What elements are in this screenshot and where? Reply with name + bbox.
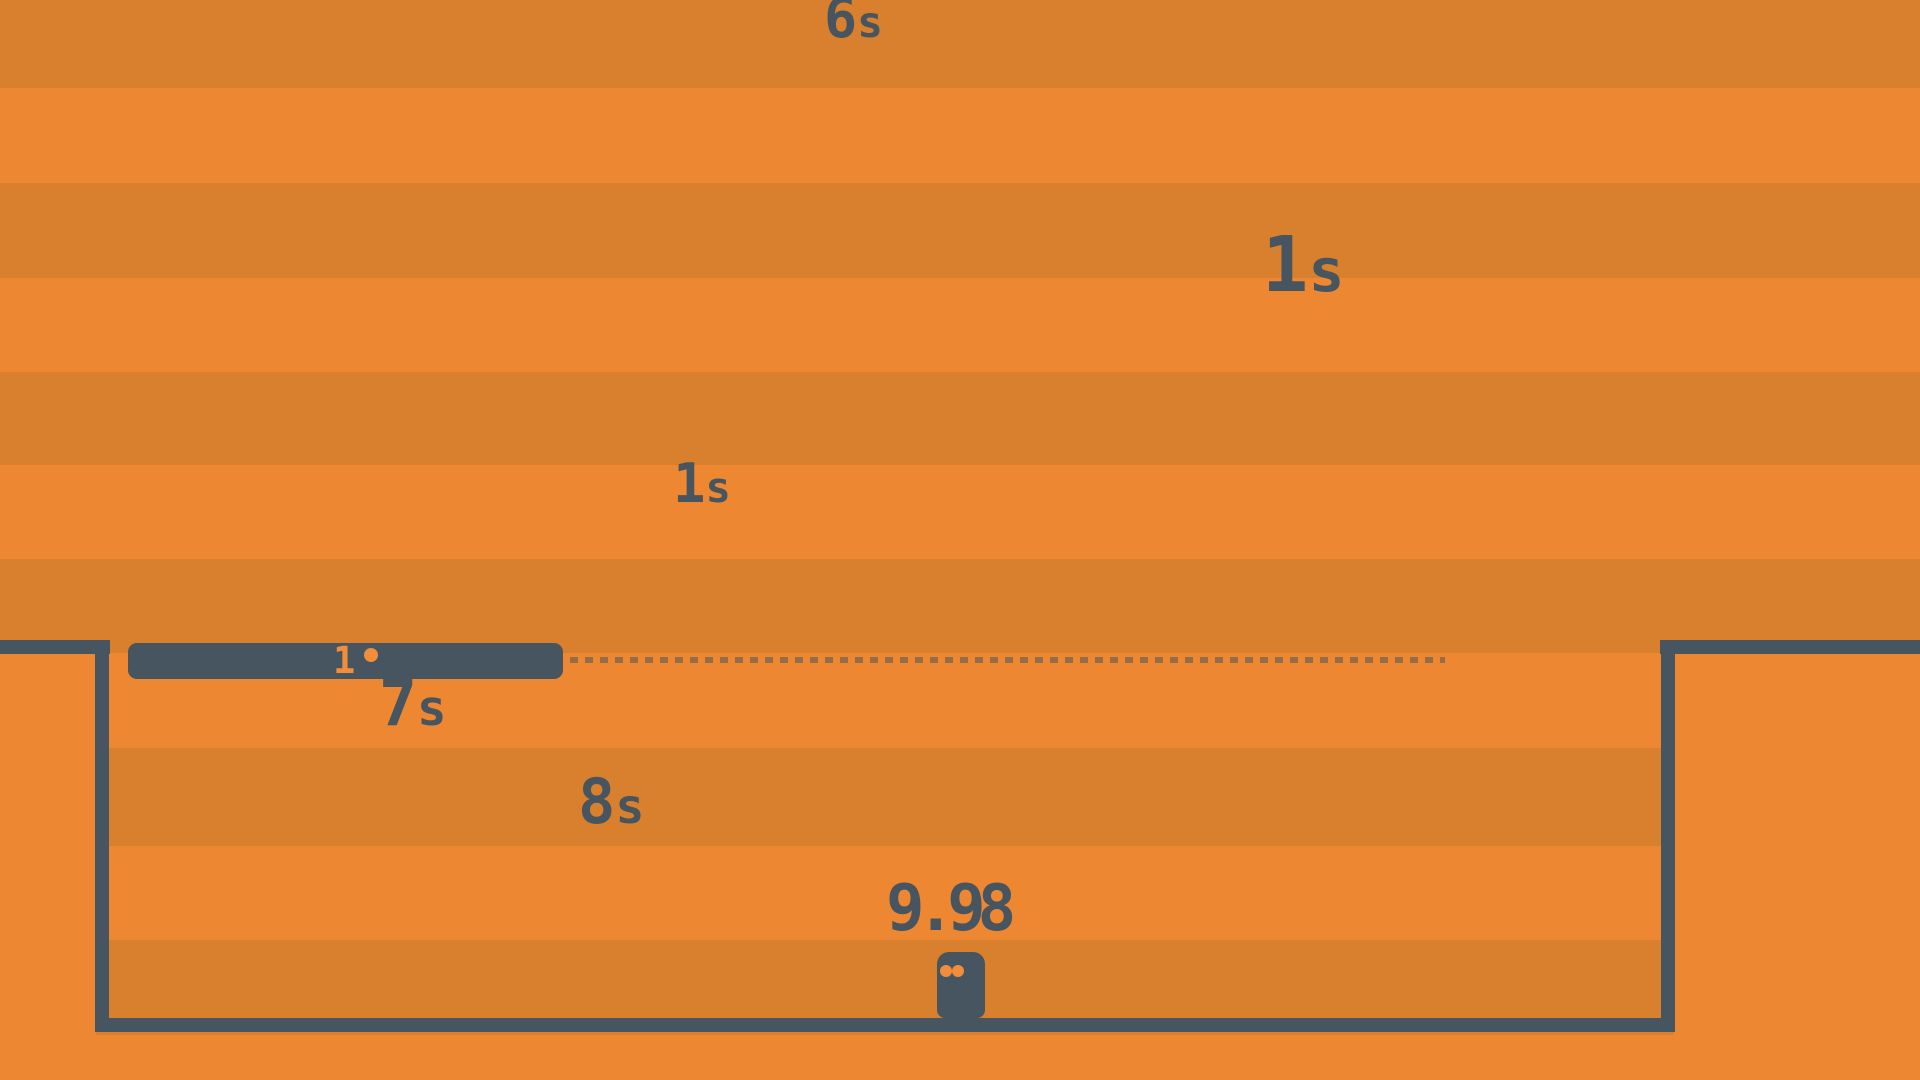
timer-label-middle: 1s: [673, 457, 731, 511]
player-eye-left-icon: [940, 965, 952, 977]
container-wall-left: [95, 640, 109, 1032]
platform-marker: 1: [333, 639, 379, 682]
outside-area-left: [0, 653, 96, 1080]
countdown-value: 9.98: [886, 872, 1016, 946]
moving-platform[interactable]: 1: [128, 639, 563, 682]
platform-number: 1: [333, 639, 356, 682]
container-wall-right: [1661, 640, 1675, 1032]
timer-unit: s: [615, 779, 645, 835]
timer-value: 1: [673, 452, 706, 515]
timer-unit: s: [857, 0, 883, 48]
timer-value: 7: [379, 667, 417, 740]
timer-unit: s: [705, 463, 731, 512]
ground-floor: [95, 1018, 1675, 1032]
right-ledge: [1660, 640, 1920, 654]
timer-label-below-platform: 7s: [379, 672, 447, 735]
platform-path-dotted-line: [570, 657, 1445, 663]
platform-dot-icon: [364, 648, 379, 662]
timer-label-top: 6s: [824, 0, 883, 46]
timer-value: 8: [578, 765, 616, 838]
player-eye-right-icon: [952, 965, 964, 977]
timer-value: 1: [1262, 221, 1309, 310]
player-character[interactable]: [937, 952, 985, 1018]
timer-label-lower-left: 8s: [578, 771, 644, 833]
timer-unit: s: [416, 679, 447, 737]
timer-label-upper-right: 1s: [1262, 227, 1345, 304]
outside-area-right: [1674, 653, 1920, 1080]
timer-value: 6: [824, 0, 858, 50]
left-ledge: [0, 640, 110, 654]
timer-unit: s: [1308, 236, 1345, 306]
